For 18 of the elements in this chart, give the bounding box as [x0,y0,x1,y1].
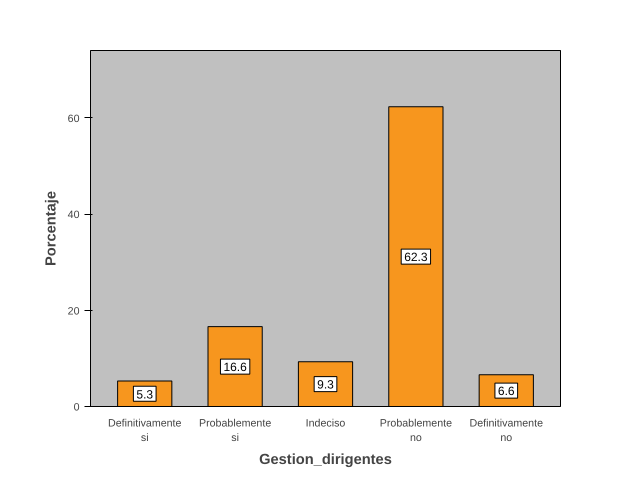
data-label: 5.3 [136,387,154,402]
x-tick-label: Probablemente no [380,418,452,444]
bar [388,106,444,406]
x-axis-title: Gestion_dirigentes [259,452,392,468]
data-label: 6.6 [498,384,515,398]
y-tick-label: 60 [68,112,80,125]
x-tick-label: Probablemente si [198,418,272,444]
x-tick-label: Indeciso [306,418,346,430]
data-label: 16.6 [223,360,248,374]
y-tick-label: 0 [74,402,80,414]
data-label: 9.3 [317,378,334,392]
y-axis-title: Porcentaje [44,191,60,266]
x-tick-label: Definitivamente si [108,418,182,444]
y-tick-label: 40 [68,209,80,222]
bar [208,326,263,406]
y-tick-label: 20 [68,305,80,318]
x-tick-label: Definitivamente no [470,418,544,444]
data-label: 62.3 [404,250,428,264]
